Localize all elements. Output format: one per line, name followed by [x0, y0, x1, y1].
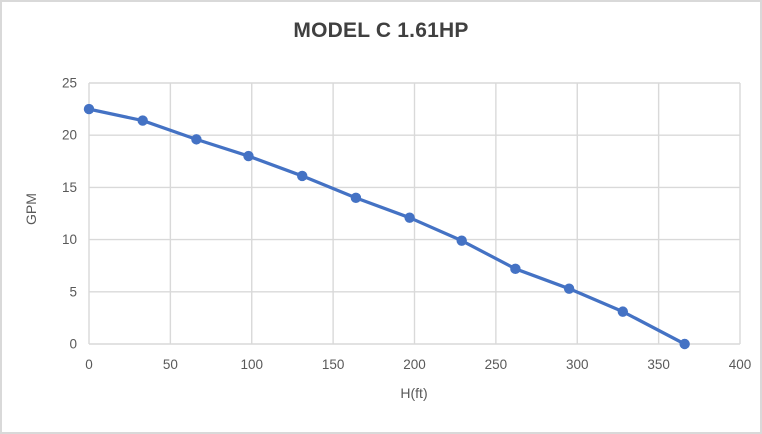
data-point-marker [297, 170, 308, 182]
x-axis-title: H(ft) [400, 385, 428, 401]
y-tick-label: 20 [62, 128, 77, 143]
y-tick-label: 10 [62, 232, 77, 247]
x-tick-label: 250 [485, 357, 508, 372]
data-point-marker [456, 235, 467, 246]
data-point-marker [83, 103, 95, 115]
x-tick-label: 300 [566, 357, 589, 372]
data-point-marker [137, 115, 148, 126]
x-tick-label: 400 [729, 357, 752, 372]
x-tick-label: 0 [85, 357, 93, 372]
data-point-marker [404, 212, 415, 223]
x-tick-label: 100 [240, 357, 263, 372]
y-tick-label: 25 [62, 76, 77, 91]
data-point-marker [350, 192, 362, 204]
y-tick-label: 15 [62, 180, 77, 195]
data-point-marker [191, 134, 202, 145]
x-tick-label: 150 [322, 357, 345, 372]
data-point-marker [563, 283, 575, 294]
series-line [87, 107, 687, 346]
y-tick-label: 0 [69, 337, 77, 352]
data-point-marker [510, 263, 521, 275]
data-point-marker [617, 306, 629, 317]
data-point-marker [679, 338, 690, 350]
x-tick-label: 200 [403, 357, 426, 372]
chart-title: MODEL C 1.61HP [293, 19, 469, 42]
x-tick-label: 50 [163, 357, 178, 372]
y-tick-label: 5 [69, 284, 77, 299]
data-point-marker [243, 150, 254, 162]
x-tick-label: 350 [647, 357, 670, 372]
